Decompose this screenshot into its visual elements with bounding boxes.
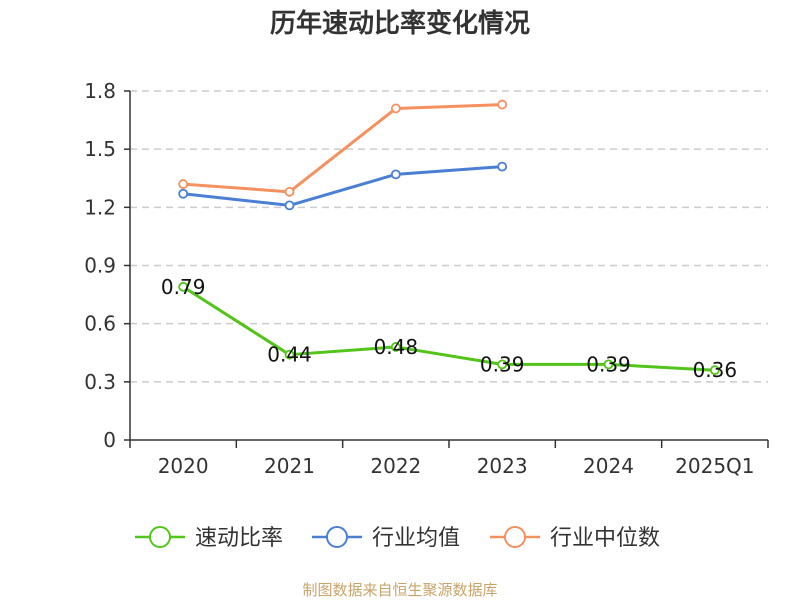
y-tick-label: 0.9 <box>84 254 116 278</box>
series-line <box>182 285 715 372</box>
y-tick-label: 1.5 <box>84 137 116 161</box>
legend: 速动比率 行业均值 行业中位数 <box>135 526 660 551</box>
legend-marker <box>326 526 348 548</box>
data-label: 0.48 <box>374 335 419 359</box>
data-point <box>497 99 508 110</box>
legend-label: 速动比率 <box>195 526 283 551</box>
data-point <box>284 349 295 360</box>
series-group <box>178 99 720 376</box>
data-point <box>390 103 401 114</box>
data-point <box>178 179 189 189</box>
y-tick-label: 1.8 <box>84 79 116 103</box>
data-label: 0.44 <box>267 343 312 367</box>
data-point <box>284 200 295 211</box>
data-label: 0.39 <box>480 352 525 376</box>
legend-marker <box>504 526 526 548</box>
data-point <box>390 169 401 180</box>
x-tick-label: 2025Q1 <box>675 454 754 478</box>
data-point <box>497 359 508 370</box>
x-tick-label: 2021 <box>264 454 315 478</box>
x-tick-label: 2022 <box>370 454 421 478</box>
legend-marker <box>149 526 171 548</box>
series-line <box>183 103 503 194</box>
data-point <box>390 342 401 352</box>
data-point <box>497 161 508 172</box>
y-tick-label: 1.2 <box>84 195 116 219</box>
axes: 0 0.3 0.6 0.9 1.2 1.5 1.8 2020 2021 2022 2023 2024 2… <box>84 79 769 478</box>
y-tick-label: 0.6 <box>84 312 116 336</box>
x-tick-label: 2023 <box>477 454 528 478</box>
y-tick-label: 0.3 <box>84 370 116 394</box>
chart-title: 历年速动比率变化情况 <box>270 8 530 39</box>
data-point <box>178 281 189 292</box>
data-point <box>178 188 189 199</box>
x-tick-label: 2024 <box>583 454 634 478</box>
legend-label: 行业均值 <box>372 526 460 551</box>
data-labels: 0.79 0.44 0.48 0.39 0.39 0.36 <box>161 275 737 382</box>
data-label: 0.39 <box>586 352 631 376</box>
data-point <box>284 186 295 197</box>
data-point <box>709 365 720 376</box>
y-tick-label: 0 <box>103 428 116 452</box>
legend-label: 行业中位数 <box>550 526 660 551</box>
series-line <box>183 165 503 207</box>
data-point <box>603 359 614 370</box>
grid <box>130 90 768 383</box>
data-label: 0.36 <box>693 358 738 382</box>
x-tick-label: 2020 <box>158 454 209 478</box>
data-label: 0.79 <box>161 275 206 299</box>
source-note: 制图数据来自恒生聚源数据库 <box>302 581 497 599</box>
